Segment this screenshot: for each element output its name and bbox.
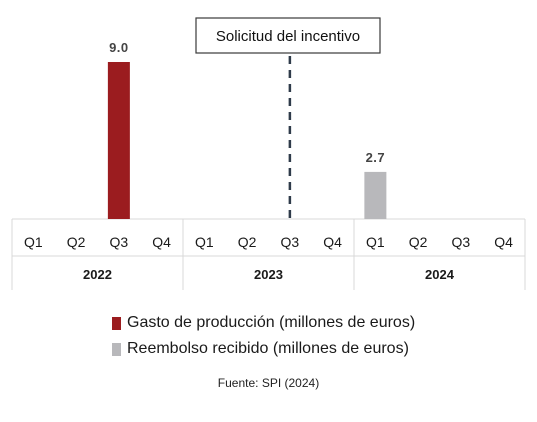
tick-label-9: Q2 xyxy=(409,234,428,250)
legend-label-production-spend: Gasto de producción (millones de euros) xyxy=(127,314,416,331)
legend-swatch-production-spend xyxy=(112,316,121,330)
tick-label-1: Q2 xyxy=(67,234,86,250)
legend-item-reimbursement: Reembolso recibido (millones de euros) xyxy=(112,336,415,362)
tick-label-2: Q3 xyxy=(110,234,129,250)
tick-label-5: Q2 xyxy=(238,234,257,250)
tick-label-7: Q4 xyxy=(323,234,342,250)
tick-label-3: Q4 xyxy=(152,234,171,250)
data-label-series1-cat8: 2.7 xyxy=(366,150,386,165)
data-label-series0-cat2: 9.0 xyxy=(109,40,129,55)
legend: Gasto de producción (millones de euros) … xyxy=(112,310,415,362)
year-label-2022: 2022 xyxy=(83,267,112,282)
tick-label-11: Q4 xyxy=(494,234,513,250)
tick-label-8: Q1 xyxy=(366,234,385,250)
legend-item-production-spend: Gasto de producción (millones de euros) xyxy=(112,310,415,336)
legend-swatch-reimbursement xyxy=(112,342,121,356)
legend-label-reimbursement: Reembolso recibido (millones de euros) xyxy=(127,340,409,357)
chart: 9.0 2.7 Solicitud del incentivo Q1 Q2 Q3 Q4 Q1 Q… xyxy=(11,17,526,290)
tick-label-0: Q1 xyxy=(24,234,43,250)
bar-series0-cat2 xyxy=(107,62,130,219)
annotation-box xyxy=(195,17,381,54)
year-label-2024: 2024 xyxy=(425,267,455,282)
annotation-label: Solicitud del incentivo xyxy=(216,28,360,45)
source-note: Fuente: SPI (2024) xyxy=(217,376,320,390)
tick-label-4: Q1 xyxy=(195,234,214,250)
tick-label-10: Q3 xyxy=(452,234,471,250)
tick-label-6: Q3 xyxy=(281,234,300,250)
year-label-2023: 2023 xyxy=(254,267,283,282)
bar-series1-cat8 xyxy=(364,171,387,219)
